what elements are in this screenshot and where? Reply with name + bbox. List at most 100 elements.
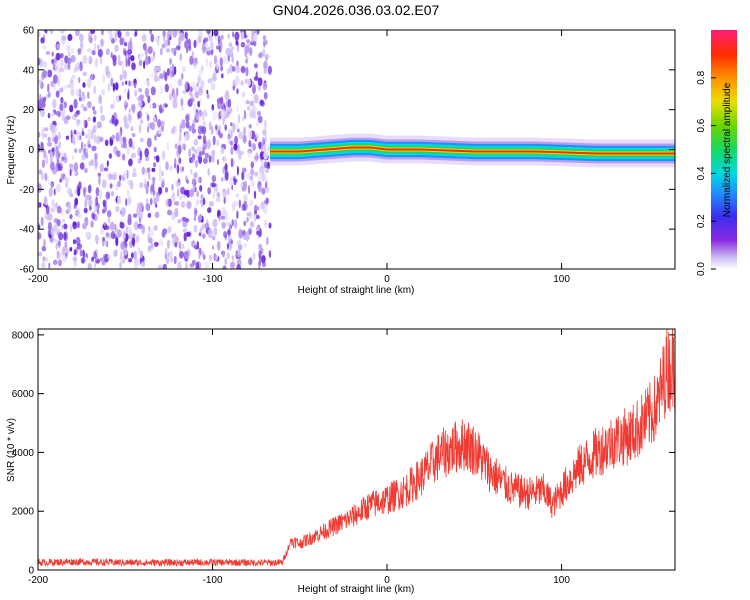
colorbar-tick-label: 0.2 — [696, 214, 707, 228]
noise-speck — [71, 82, 75, 90]
noise-speck — [88, 36, 93, 44]
noise-speck — [100, 257, 104, 262]
noise-speck — [43, 133, 48, 138]
noise-speck — [261, 173, 266, 182]
noise-speck — [76, 65, 81, 71]
noise-speck — [185, 114, 190, 122]
noise-speck — [200, 80, 205, 88]
noise-speck — [242, 116, 245, 122]
noise-speck — [157, 127, 162, 135]
noise-speck — [115, 132, 120, 142]
noise-speck — [76, 119, 81, 125]
noise-speck — [118, 135, 122, 144]
noise-speck — [91, 49, 96, 56]
spectrogram-y-tick-label: -40 — [20, 225, 35, 236]
noise-speck — [152, 116, 156, 123]
noise-speck — [40, 37, 45, 44]
noise-speck — [191, 240, 196, 248]
noise-speck — [38, 152, 41, 157]
noise-speck — [197, 177, 201, 183]
noise-speck — [75, 30, 80, 37]
noise-speck — [262, 82, 268, 91]
colorbar-tick-label: 0.6 — [696, 118, 707, 132]
noise-speck — [248, 139, 252, 148]
noise-speck — [248, 124, 252, 129]
chart-title: GN04.2026.036.03.02.E07 — [273, 2, 440, 18]
spectrogram-y-tick-label: -20 — [20, 185, 35, 196]
noise-speck — [100, 114, 106, 122]
noise-speck — [79, 135, 82, 141]
noise-speck — [148, 104, 154, 109]
noise-speck — [69, 247, 73, 252]
noise-speck — [259, 99, 264, 106]
noise-speck — [231, 46, 235, 51]
noise-speck — [153, 74, 159, 83]
noise-speck — [48, 187, 53, 197]
noise-speck — [87, 101, 92, 109]
noise-speck — [100, 227, 105, 234]
noise-speck — [61, 34, 66, 41]
noise-speck — [229, 108, 232, 114]
noise-speck — [93, 205, 96, 215]
noise-speck — [173, 201, 180, 206]
noise-speck — [256, 229, 260, 236]
noise-speck — [215, 196, 221, 203]
noise-speck — [83, 207, 88, 214]
noise-speck — [144, 147, 149, 158]
noise-speck — [147, 46, 153, 55]
noise-speck — [176, 164, 180, 174]
noise-speck — [118, 54, 121, 63]
noise-speck — [268, 222, 272, 229]
noise-speck — [58, 232, 64, 241]
noise-speck — [262, 136, 265, 147]
noise-speck — [60, 96, 64, 104]
noise-speck — [210, 82, 216, 91]
noise-speck — [123, 114, 128, 125]
noise-speck — [258, 257, 262, 266]
spectrogram-y-tick-label: 20 — [23, 105, 35, 116]
noise-speck — [262, 205, 268, 215]
noise-speck — [241, 91, 246, 98]
noise-speck — [158, 186, 163, 195]
noise-speck — [184, 134, 188, 142]
noise-speck — [193, 172, 198, 179]
noise-speck — [125, 57, 128, 68]
noise-speck — [184, 40, 189, 49]
noise-speck — [229, 261, 235, 269]
noise-speck — [232, 31, 235, 38]
noise-speck — [135, 234, 140, 243]
noise-speck — [204, 152, 209, 159]
noise-speck — [146, 114, 150, 122]
noise-speck — [108, 173, 112, 181]
noise-speck — [174, 241, 178, 248]
noise-speck — [213, 30, 219, 37]
noise-speck — [45, 154, 49, 165]
noise-speck — [157, 38, 160, 47]
noise-speck — [165, 198, 170, 207]
noise-speck — [193, 63, 198, 69]
noise-speck — [102, 237, 106, 242]
noise-speck — [207, 78, 213, 84]
spectrogram-x-tick-label: 0 — [384, 274, 390, 285]
noise-speck — [107, 82, 111, 93]
noise-speck — [221, 207, 226, 216]
noise-speck — [237, 113, 241, 124]
noise-speck — [230, 128, 233, 139]
noise-speck — [145, 198, 149, 204]
noise-speck — [91, 128, 95, 133]
noise-speck — [189, 55, 193, 65]
noise-speck — [64, 63, 68, 70]
noise-speck — [59, 152, 65, 157]
noise-speck — [73, 98, 78, 109]
noise-speck — [208, 35, 213, 42]
noise-speck — [77, 110, 81, 115]
noise-speck — [246, 105, 251, 112]
noise-speck — [40, 216, 44, 227]
noise-speck — [253, 76, 259, 81]
noise-speck — [212, 73, 217, 82]
noise-speck — [220, 73, 224, 79]
noise-speck — [121, 207, 126, 213]
noise-speck — [45, 30, 48, 35]
noise-speck — [162, 263, 167, 269]
noise-speck — [206, 139, 212, 150]
